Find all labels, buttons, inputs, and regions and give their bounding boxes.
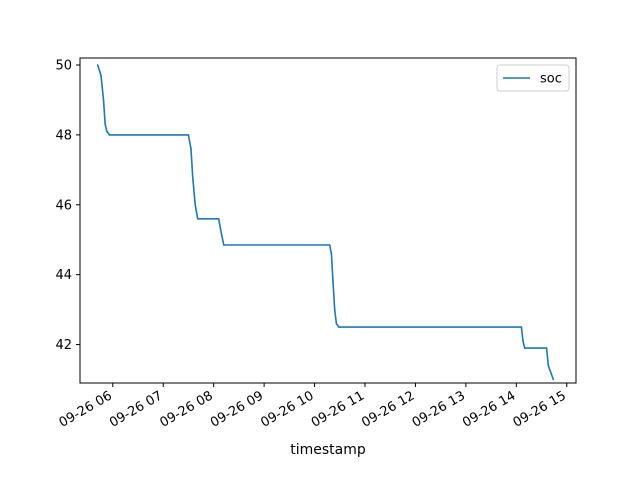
data-point [552, 378, 555, 381]
data-point [338, 326, 340, 328]
data-point [335, 322, 338, 325]
data-point [191, 176, 194, 178]
data-point [194, 204, 196, 206]
data-point [96, 64, 99, 66]
plot-area [79, 57, 577, 384]
y-tick-label: 46 [55, 198, 72, 213]
data-point [187, 134, 190, 136]
data-point [330, 252, 333, 255]
y-tick-label: 42 [55, 338, 72, 353]
data-point [522, 340, 524, 342]
data-point [106, 130, 108, 133]
axes-frame [79, 57, 577, 384]
y-tick-label: 48 [55, 128, 72, 143]
data-point [223, 244, 225, 246]
data-point [102, 99, 105, 101]
data-point [523, 347, 526, 349]
data-point [100, 74, 102, 77]
data-point [332, 280, 334, 283]
legend-box [496, 64, 570, 92]
legend-label: soc [540, 72, 562, 87]
data-point [108, 134, 111, 136]
y-axis: 42 44 46 48 50 [55, 58, 80, 353]
data-point [545, 347, 548, 349]
data-point [196, 218, 199, 220]
y-tick-label: 44 [55, 268, 72, 283]
x-axis-label: timestamp [290, 442, 366, 458]
data-point [547, 364, 550, 367]
data-point [333, 308, 336, 311]
data-point [220, 231, 222, 234]
y-tick-label: 50 [55, 58, 72, 73]
data-point [104, 123, 106, 126]
legend: soc [496, 64, 570, 92]
data-point [550, 371, 552, 374]
data-point [328, 244, 331, 246]
data-point [190, 148, 192, 150]
data-point [217, 218, 220, 220]
data-point [520, 326, 523, 328]
